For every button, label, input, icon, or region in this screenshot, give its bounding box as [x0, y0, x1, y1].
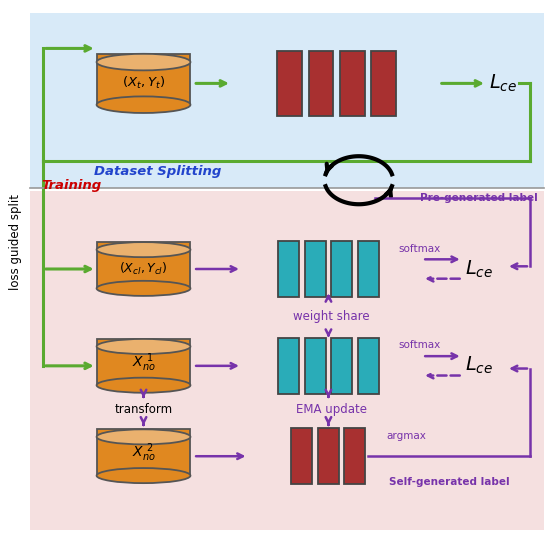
FancyBboxPatch shape: [291, 428, 312, 484]
FancyBboxPatch shape: [331, 338, 352, 394]
FancyBboxPatch shape: [371, 51, 396, 116]
Text: EMA update: EMA update: [296, 404, 367, 416]
Ellipse shape: [97, 96, 190, 113]
Text: $(X_{cl}, Y_{cl})$: $(X_{cl}, Y_{cl})$: [119, 261, 168, 277]
FancyBboxPatch shape: [97, 54, 190, 105]
Ellipse shape: [97, 468, 190, 483]
FancyBboxPatch shape: [277, 51, 302, 116]
FancyBboxPatch shape: [318, 428, 339, 484]
Text: $\boldsymbol{L_{ce}}$: $\boldsymbol{L_{ce}}$: [465, 258, 493, 280]
Ellipse shape: [97, 378, 190, 393]
Ellipse shape: [97, 281, 190, 296]
FancyBboxPatch shape: [305, 241, 326, 297]
Text: weight share: weight share: [293, 310, 369, 323]
FancyBboxPatch shape: [278, 338, 299, 394]
FancyBboxPatch shape: [97, 242, 190, 288]
Text: loss guided split: loss guided split: [9, 194, 22, 290]
Ellipse shape: [97, 242, 190, 257]
FancyBboxPatch shape: [305, 338, 326, 394]
FancyBboxPatch shape: [30, 13, 544, 188]
Ellipse shape: [97, 429, 190, 444]
Text: $X_{no}^{\ 1}$: $X_{no}^{\ 1}$: [131, 351, 156, 374]
FancyBboxPatch shape: [30, 191, 544, 530]
Text: Dataset Splitting: Dataset Splitting: [94, 165, 221, 178]
FancyBboxPatch shape: [358, 241, 379, 297]
Text: transform: transform: [114, 404, 173, 416]
FancyBboxPatch shape: [278, 241, 299, 297]
Text: $X_{no}^{\ 2}$: $X_{no}^{\ 2}$: [131, 442, 156, 464]
FancyBboxPatch shape: [97, 339, 190, 385]
FancyBboxPatch shape: [340, 51, 365, 116]
Text: $\boldsymbol{L_{ce}}$: $\boldsymbol{L_{ce}}$: [465, 355, 493, 377]
Ellipse shape: [97, 339, 190, 354]
Text: Self-generated label: Self-generated label: [389, 477, 510, 487]
Text: $\boldsymbol{L_{ce}}$: $\boldsymbol{L_{ce}}$: [489, 73, 517, 94]
FancyBboxPatch shape: [97, 429, 190, 476]
Text: $(X_t, Y_t)$: $(X_t, Y_t)$: [122, 75, 165, 91]
Text: Training: Training: [41, 179, 102, 192]
Ellipse shape: [97, 54, 190, 70]
Text: softmax: softmax: [399, 244, 441, 253]
FancyBboxPatch shape: [331, 241, 352, 297]
FancyBboxPatch shape: [344, 428, 365, 484]
Text: argmax: argmax: [386, 431, 426, 441]
FancyBboxPatch shape: [309, 51, 333, 116]
Text: softmax: softmax: [399, 341, 441, 350]
Text: Pre-generated label: Pre-generated label: [421, 193, 538, 203]
FancyBboxPatch shape: [358, 338, 379, 394]
